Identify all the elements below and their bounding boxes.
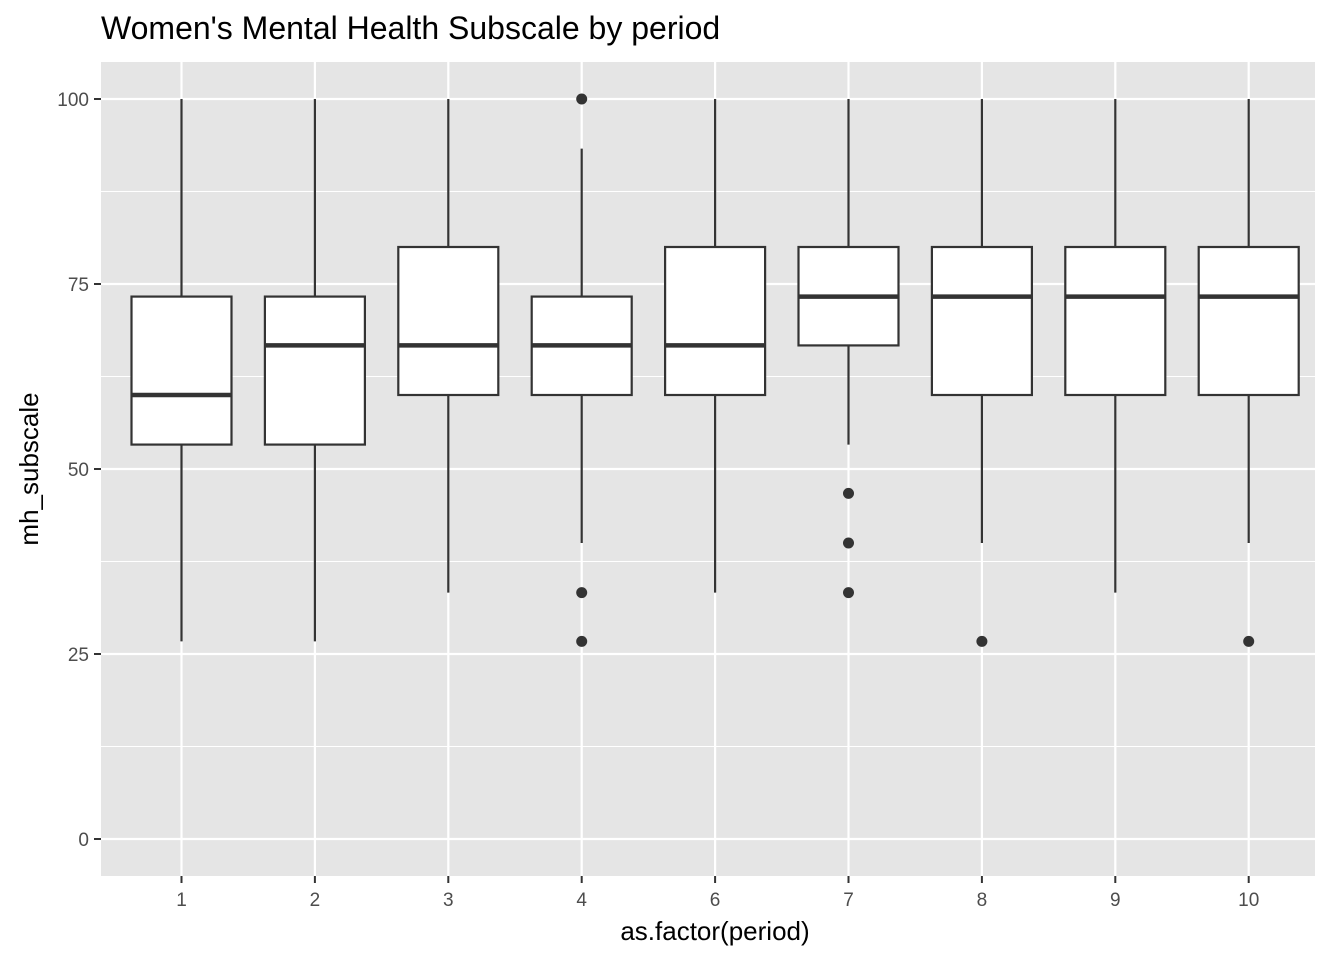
- outlier-point: [843, 487, 854, 499]
- box-group-9: [1064, 99, 1167, 593]
- outlier-point: [576, 635, 588, 647]
- y-tick-label: 25: [68, 645, 89, 666]
- outlier-point: [976, 635, 988, 647]
- y-axis: 0 25 50 75 100: [57, 90, 101, 851]
- box-group-4: [530, 93, 633, 647]
- box-iqr: [263, 295, 366, 446]
- outlier-point: [576, 93, 588, 105]
- outlier-point: [576, 587, 588, 599]
- x-tick-label: 7: [843, 890, 854, 911]
- y-tick-label: 50: [68, 460, 89, 481]
- chart-title: Women's Mental Health Subscale by period: [101, 10, 720, 46]
- box-group-1: [130, 99, 233, 642]
- boxes-layer: [130, 93, 1300, 647]
- box-group-6: [663, 99, 767, 593]
- box-group-8: [930, 99, 1034, 647]
- y-tick-label: 75: [68, 275, 89, 296]
- box-iqr: [1197, 245, 1300, 397]
- box-iqr: [930, 245, 1034, 397]
- x-tick-label: 9: [1110, 890, 1121, 911]
- outlier-point: [843, 587, 854, 599]
- x-tick-label: 1: [176, 890, 187, 911]
- x-tick-label: 2: [310, 890, 321, 911]
- box-iqr: [397, 245, 500, 397]
- x-axis: 1 2 3 4 6 7 8 9 10: [176, 876, 1259, 911]
- x-tick-label: 4: [576, 890, 587, 911]
- y-axis-title: mh_subscale: [14, 392, 44, 545]
- box-group-10: [1197, 99, 1300, 647]
- box-iqr: [663, 245, 767, 397]
- y-tick-label: 0: [78, 830, 89, 851]
- box-iqr: [1064, 245, 1167, 397]
- box-group-7: [797, 99, 900, 599]
- outlier-point: [1243, 635, 1255, 647]
- box-group-2: [263, 99, 366, 642]
- box-iqr: [130, 295, 233, 446]
- x-tick-label: 8: [977, 890, 988, 911]
- x-tick-label: 3: [443, 890, 454, 911]
- box-group-3: [397, 99, 500, 593]
- x-axis-title: as.factor(period): [620, 916, 809, 946]
- x-tick-label: 10: [1238, 890, 1259, 911]
- outlier-point: [843, 537, 854, 549]
- x-tick-label: 6: [710, 890, 721, 911]
- y-tick-label: 100: [57, 90, 89, 111]
